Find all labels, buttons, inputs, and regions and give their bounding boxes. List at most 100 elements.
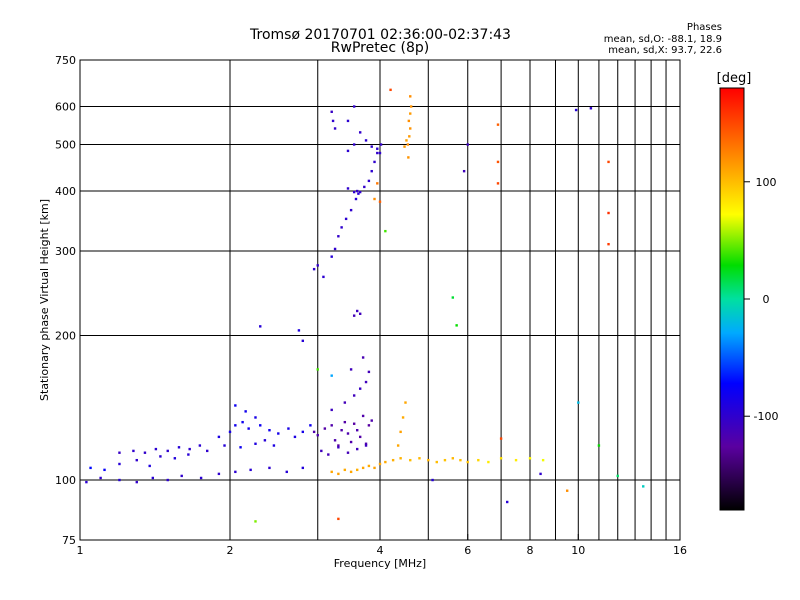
o-mode-point: [285, 470, 288, 474]
o-mode-point: [223, 444, 226, 447]
o-mode-point: [589, 107, 593, 110]
y-tick-label: 600: [55, 101, 76, 114]
o-mode-point: [352, 105, 356, 108]
o-mode-point: [312, 267, 316, 271]
x-tick-label: 8: [527, 544, 534, 557]
o-mode-point: [330, 424, 333, 427]
o-mode-point: [364, 442, 368, 445]
o-mode-point: [352, 143, 356, 146]
o-mode-point: [333, 247, 337, 251]
colorbar-ticks: -100 0 100: [744, 176, 778, 423]
x-mode-point: [337, 517, 340, 521]
o-mode-point: [254, 442, 257, 445]
o-mode-point: [234, 424, 237, 427]
o-mode-point: [431, 478, 434, 482]
x-mode-point: [254, 520, 257, 523]
x-mode-point: [409, 105, 413, 108]
o-mode-point: [263, 439, 267, 442]
o-mode-point: [349, 440, 353, 444]
o-mode-point: [333, 127, 337, 130]
x-mode-point: [384, 229, 387, 233]
o-mode-point: [330, 408, 333, 412]
o-mode-point: [364, 139, 368, 142]
x-mode-point: [406, 143, 410, 146]
x-mode-point: [409, 458, 412, 462]
x-mode-point: [427, 458, 430, 462]
o-mode-point: [361, 414, 365, 418]
plot-grid: [80, 60, 680, 540]
o-mode-point: [344, 217, 348, 221]
o-mode-point: [379, 143, 383, 146]
y-tick-label: 75: [62, 534, 76, 547]
colorbar-label: [deg]: [717, 71, 752, 86]
x-mode-point: [435, 460, 438, 464]
o-mode-point: [346, 432, 350, 435]
o-mode-point: [330, 110, 333, 113]
x-mode-point: [405, 139, 408, 142]
o-mode-point: [349, 208, 353, 212]
o-mode-point: [367, 179, 371, 183]
x-tick-label: 6: [464, 544, 471, 557]
o-mode-point: [539, 472, 542, 476]
x-mode-point: [528, 457, 532, 460]
o-mode-point: [217, 472, 221, 476]
x-mode-point: [376, 182, 379, 185]
o-mode-point: [466, 143, 469, 146]
o-mode-point: [337, 446, 340, 449]
o-mode-point: [323, 427, 327, 430]
o-mode-point: [198, 444, 202, 447]
o-mode-point: [244, 410, 247, 413]
x-mode-point: [451, 296, 455, 299]
x-mode-point: [409, 112, 412, 115]
o-mode-point: [367, 424, 371, 427]
x-mode-point: [349, 470, 353, 474]
o-mode-point: [505, 500, 509, 504]
x-mode-point: [330, 470, 333, 474]
o-mode-point: [316, 264, 319, 267]
o-mode-point: [268, 429, 271, 432]
x-mode-point: [607, 242, 610, 246]
x-mode-point: [496, 182, 500, 185]
x-mode-point: [408, 135, 411, 138]
o-mode-point: [118, 451, 121, 454]
o-mode-point: [358, 190, 362, 194]
o-mode-point: [346, 187, 350, 190]
o-mode-point: [331, 119, 335, 123]
o-mode-point: [378, 151, 382, 155]
x-mode-point: [487, 460, 490, 464]
o-mode-point: [89, 466, 92, 470]
o-mode-point: [118, 478, 121, 482]
x-mode-point: [373, 197, 376, 201]
o-mode-point: [159, 455, 162, 458]
x-mode-point: [399, 457, 402, 460]
o-mode-point: [277, 432, 280, 435]
x-mode-point: [496, 123, 500, 126]
o-mode-point: [370, 169, 373, 173]
colorbar-tick-label: 100: [756, 176, 777, 189]
o-mode-point: [358, 435, 362, 439]
data-points: [85, 88, 645, 523]
o-mode-point: [333, 439, 337, 442]
x-axis-label: Frequency [MHz]: [334, 557, 426, 570]
phases-o-stats: mean, sd,O: -88.1, 18.9: [603, 34, 722, 45]
x-mode-point: [337, 472, 340, 476]
chart-subtitle: RwPretec (8p): [330, 40, 430, 56]
y-tick-label: 300: [55, 245, 76, 258]
x-mode-point: [396, 444, 400, 447]
x-tick-label: 1: [77, 544, 84, 557]
x-mode-point: [466, 460, 469, 464]
o-mode-point: [154, 447, 158, 451]
o-mode-point: [85, 480, 88, 484]
o-mode-point: [301, 430, 305, 434]
o-mode-point: [322, 275, 325, 279]
o-mode-point: [151, 476, 155, 480]
o-mode-point: [364, 444, 368, 447]
o-mode-point: [135, 480, 138, 484]
o-mode-point: [346, 119, 350, 123]
o-mode-point: [346, 149, 350, 153]
x-mode-point: [361, 466, 365, 470]
o-mode-point: [462, 169, 466, 173]
phases-x-stats: mean, sd,X: 93.7, 22.6: [608, 45, 722, 56]
o-mode-point: [349, 368, 353, 371]
